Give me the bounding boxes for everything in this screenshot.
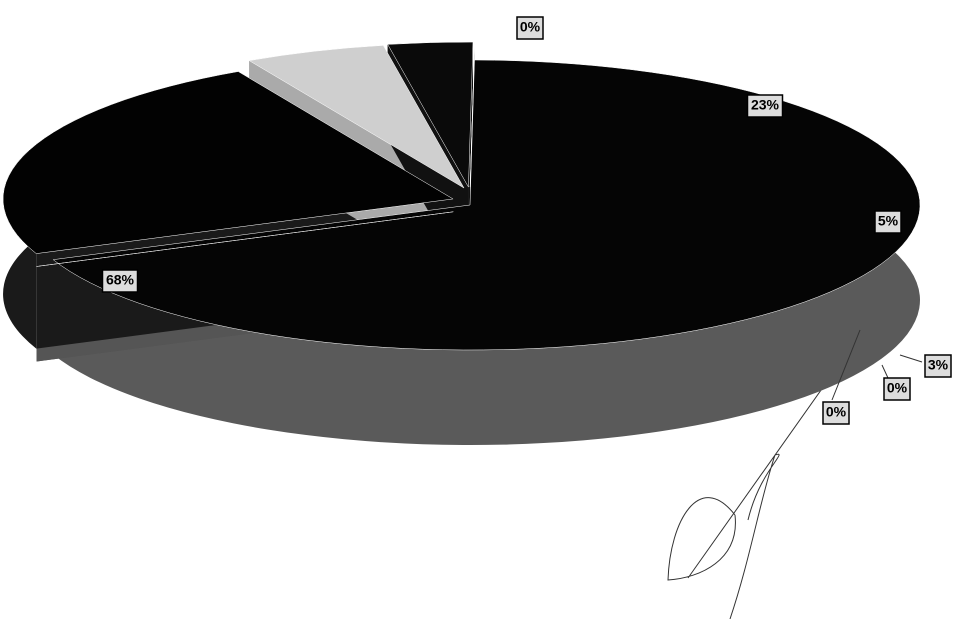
leader-line bbox=[831, 329, 861, 401]
label-box bbox=[924, 354, 952, 378]
slice-top bbox=[2, 71, 454, 254]
data-label: 23% bbox=[751, 97, 780, 113]
label-box bbox=[101, 269, 139, 293]
slice-top bbox=[387, 41, 474, 188]
slice-top bbox=[52, 59, 921, 351]
data-label: 0% bbox=[826, 404, 847, 420]
label-box bbox=[874, 210, 902, 234]
label-box bbox=[516, 16, 544, 40]
data-label: 0% bbox=[887, 380, 908, 396]
label-box bbox=[822, 401, 850, 425]
label-box bbox=[746, 94, 784, 118]
leader-line bbox=[881, 364, 889, 379]
leader-line bbox=[899, 354, 923, 363]
data-label: 68% bbox=[106, 272, 135, 288]
data-label: 5% bbox=[878, 213, 899, 229]
label-box bbox=[883, 377, 911, 401]
data-label: 0% bbox=[520, 19, 541, 35]
slice-top bbox=[248, 45, 465, 189]
data-label: 3% bbox=[928, 357, 949, 373]
